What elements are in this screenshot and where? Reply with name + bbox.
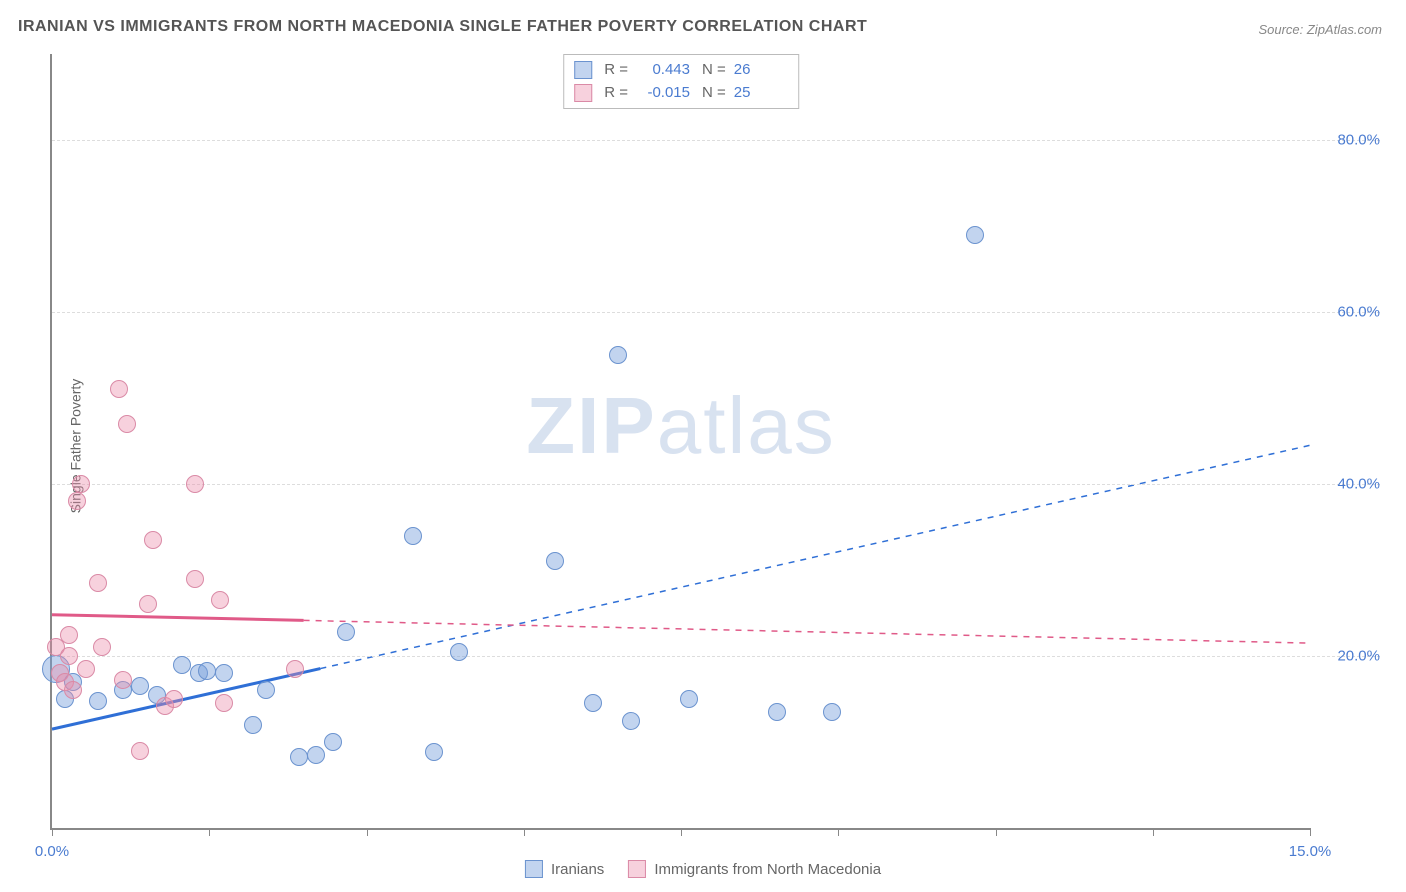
scatter-point (60, 647, 78, 665)
trend-line (320, 445, 1310, 668)
scatter-point (144, 531, 162, 549)
scatter-point (622, 712, 640, 730)
y-tick-label: 80.0% (1337, 132, 1380, 149)
watermark-bold: ZIP (526, 381, 656, 470)
scatter-point (110, 380, 128, 398)
legend-r-value: -0.015 (636, 82, 690, 105)
legend-n-label: N = (702, 82, 726, 105)
y-tick-label: 20.0% (1337, 648, 1380, 665)
legend-label: Iranians (551, 861, 604, 878)
scatter-point (404, 527, 422, 545)
scatter-point (72, 475, 90, 493)
scatter-point (89, 692, 107, 710)
scatter-point (680, 690, 698, 708)
legend-r-label: R = (604, 82, 628, 105)
source-label: Source: ZipAtlas.com (1258, 22, 1382, 37)
legend-n-value: 26 (734, 59, 788, 82)
y-tick-label: 60.0% (1337, 304, 1380, 321)
scatter-point (257, 681, 275, 699)
x-tick (52, 828, 53, 836)
scatter-point (173, 656, 191, 674)
legend-stats-row: R = 0.443 N = 26 (574, 59, 788, 82)
gridline (52, 312, 1380, 313)
legend-swatch (628, 860, 646, 878)
legend-swatch (574, 84, 592, 102)
scatter-point (114, 671, 132, 689)
x-tick (209, 828, 210, 836)
x-tick-label: 15.0% (1289, 843, 1332, 860)
scatter-point (77, 660, 95, 678)
scatter-point (307, 746, 325, 764)
scatter-point (93, 638, 111, 656)
scatter-point (286, 660, 304, 678)
scatter-point (425, 743, 443, 761)
scatter-point (215, 664, 233, 682)
scatter-point (324, 733, 342, 751)
legend-item: Iranians (525, 860, 604, 878)
scatter-point (64, 681, 82, 699)
x-tick (1153, 828, 1154, 836)
scatter-point (131, 742, 149, 760)
legend-label: Immigrants from North Macedonia (654, 861, 881, 878)
scatter-point (768, 703, 786, 721)
legend-swatch (574, 61, 592, 79)
legend-bottom: Iranians Immigrants from North Macedonia (525, 860, 881, 878)
scatter-point (609, 346, 627, 364)
scatter-point (450, 643, 468, 661)
gridline (52, 140, 1380, 141)
x-tick (367, 828, 368, 836)
chart-plot-area: ZIPatlas R =0.443N =26R =-0.015N =25 20.… (50, 54, 1310, 830)
trend-lines-layer (52, 54, 1310, 828)
x-tick (681, 828, 682, 836)
scatter-point (186, 475, 204, 493)
x-tick (838, 828, 839, 836)
chart-title: IRANIAN VS IMMIGRANTS FROM NORTH MACEDON… (18, 18, 867, 36)
scatter-point (198, 662, 216, 680)
scatter-point (584, 694, 602, 712)
scatter-point (966, 226, 984, 244)
legend-stats-row: R = -0.015 N = 25 (574, 82, 788, 105)
scatter-point (131, 677, 149, 695)
x-tick-label: 0.0% (35, 843, 69, 860)
scatter-point (546, 552, 564, 570)
legend-stats-box: R = 0.443 N = 26 R = -0.015 N = 25 (563, 54, 799, 109)
trend-line (52, 615, 304, 621)
legend-r-label: R = (604, 59, 628, 82)
watermark-light: atlas (657, 381, 836, 470)
scatter-point (211, 591, 229, 609)
scatter-point (68, 492, 86, 510)
scatter-point (244, 716, 262, 734)
x-tick (1310, 828, 1311, 836)
y-tick-label: 40.0% (1337, 476, 1380, 493)
gridline (52, 656, 1380, 657)
scatter-point (215, 694, 233, 712)
watermark: ZIPatlas (526, 380, 835, 472)
legend-r-value: 0.443 (636, 59, 690, 82)
legend-swatch (525, 860, 543, 878)
legend-item: Immigrants from North Macedonia (628, 860, 881, 878)
scatter-point (139, 595, 157, 613)
scatter-point (165, 690, 183, 708)
scatter-point (186, 570, 204, 588)
scatter-point (337, 623, 355, 641)
scatter-point (60, 626, 78, 644)
gridline (52, 484, 1380, 485)
x-tick (996, 828, 997, 836)
scatter-point (823, 703, 841, 721)
scatter-point (118, 415, 136, 433)
scatter-point (89, 574, 107, 592)
legend-n-value: 25 (734, 82, 788, 105)
x-tick (524, 828, 525, 836)
scatter-point (290, 748, 308, 766)
trend-line (304, 620, 1310, 643)
legend-n-label: N = (702, 59, 726, 82)
